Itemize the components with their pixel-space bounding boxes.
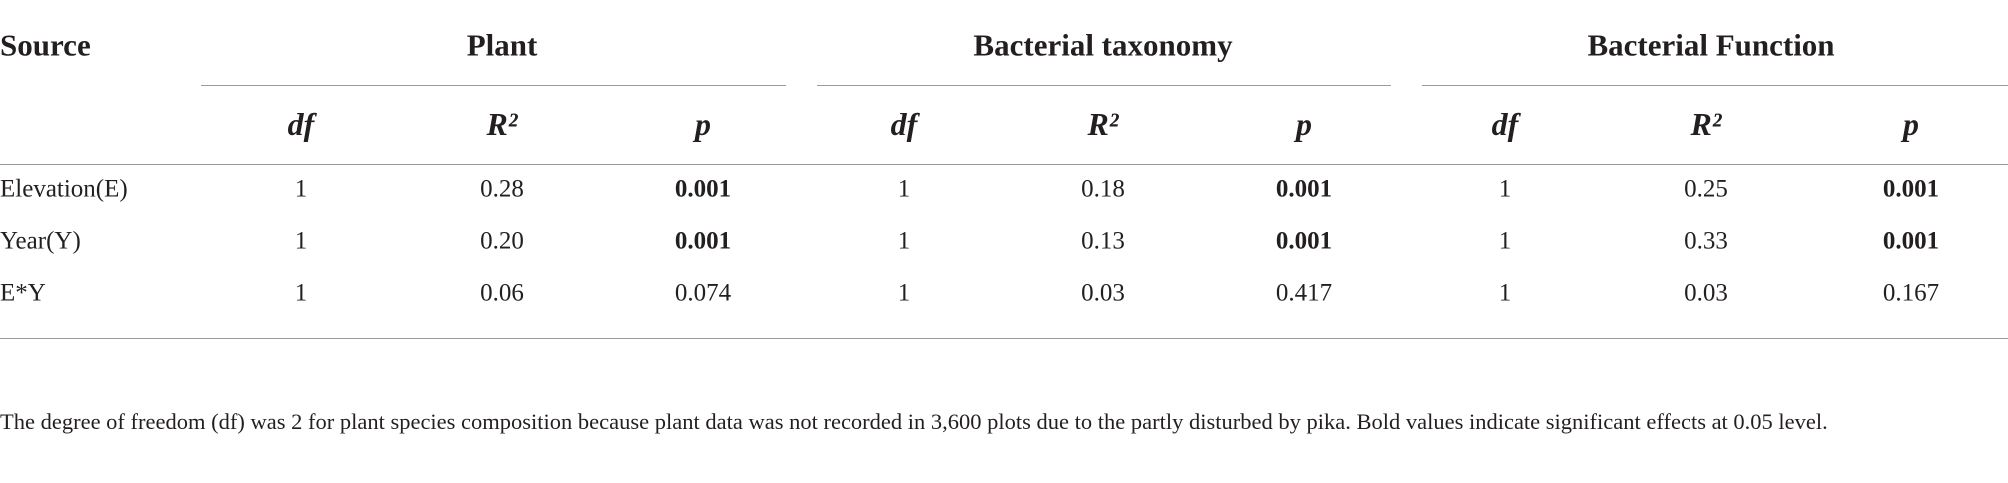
column-header: p: [695, 106, 711, 142]
table-cell: 1: [294, 227, 308, 255]
row-label: E*Y: [0, 279, 46, 307]
column-header: df: [287, 106, 315, 142]
table-cell: 0.06: [480, 279, 524, 307]
column-header: p: [1903, 106, 1919, 142]
group-rule: [201, 85, 786, 86]
column-header: p: [1296, 106, 1312, 142]
column-header: R²: [1690, 106, 1722, 142]
table-cell: 1: [294, 279, 308, 307]
table-cell: 0.001: [674, 227, 732, 255]
table-cell: 1: [294, 175, 308, 203]
table-cell: 1: [1498, 175, 1512, 203]
column-header: R²: [486, 106, 518, 142]
column-header: df: [890, 106, 918, 142]
table-cell: 0.03: [1081, 279, 1125, 307]
footnote: The degree of freedom (df) was 2 for pla…: [0, 409, 1828, 434]
bottom-rule: [0, 338, 2008, 339]
group-header: Plant: [466, 27, 538, 63]
table-cell: 0.074: [674, 279, 732, 307]
source-header: Source: [0, 27, 91, 63]
table-cell: 0.001: [1275, 227, 1333, 255]
table-cell: 0.417: [1275, 279, 1333, 307]
table-cell: 1: [1498, 227, 1512, 255]
table-cell: 0.001: [1275, 175, 1333, 203]
table-cell: 0.001: [1882, 175, 1940, 203]
table-cell: 0.20: [480, 227, 524, 255]
table-cell: 0.33: [1684, 227, 1728, 255]
table-cell: 0.03: [1684, 279, 1728, 307]
table-cell: 1: [897, 227, 911, 255]
column-header: df: [1491, 106, 1519, 142]
table-cell: 0.167: [1882, 279, 1940, 307]
table-cell: 1: [897, 279, 911, 307]
table-cell: 0.25: [1684, 175, 1728, 203]
group-rule: [817, 85, 1391, 86]
table-cell: 0.13: [1081, 227, 1125, 255]
table-cell: 1: [897, 175, 911, 203]
group-rule: [1422, 85, 2008, 86]
table-cell: 0.001: [674, 175, 732, 203]
row-label: Elevation(E): [0, 175, 128, 203]
table-cell: 0.28: [480, 175, 524, 203]
table-cell: 1: [1498, 279, 1512, 307]
table-cell: 0.001: [1882, 227, 1940, 255]
group-header: Bacterial taxonomy: [973, 27, 1233, 63]
group-header: Bacterial Function: [1587, 27, 1835, 63]
header-rule: [0, 164, 2008, 165]
row-label: Year(Y): [0, 227, 81, 255]
column-header: R²: [1087, 106, 1119, 142]
table-cell: 0.18: [1081, 175, 1125, 203]
